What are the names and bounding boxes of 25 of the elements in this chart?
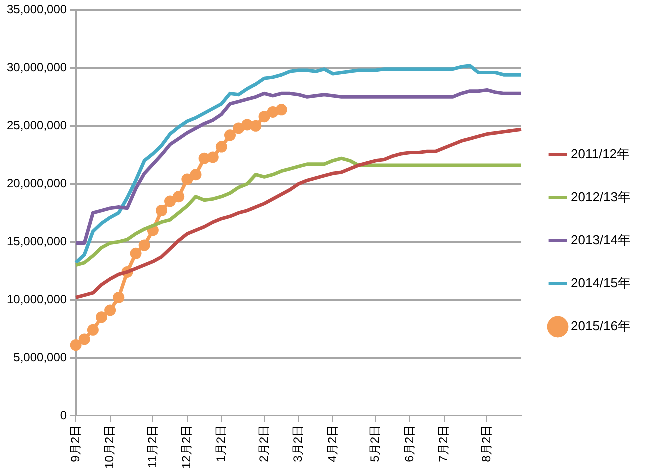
- x-tick-label: 6月2日: [402, 424, 416, 462]
- x-tick-label: 3月2日: [291, 424, 306, 462]
- legend-label: 2013/14年: [571, 232, 632, 248]
- y-tick-label: 20,000,000: [6, 176, 68, 190]
- x-tick-label: 7月2日: [436, 424, 451, 462]
- legend-label: 2014/15年: [571, 276, 632, 291]
- x-tick-label: 11月2日: [145, 424, 160, 468]
- y-tick-label: 0: [60, 408, 68, 422]
- legend-label: 2015/16年: [571, 318, 632, 334]
- legend-label: 2011/12年: [571, 146, 630, 162]
- legend-label: 2012/13年: [571, 190, 632, 205]
- y-tick-label: 5,000,000: [14, 350, 68, 364]
- y-tick-label: 30,000,000: [6, 60, 68, 74]
- x-tick-label: 9月2日: [68, 424, 82, 462]
- y-tick-label: 35,000,000: [6, 2, 68, 17]
- y-tick-label: 10,000,000: [6, 292, 68, 306]
- x-tick-label: 8月2日: [480, 424, 494, 462]
- x-tick-label: 4月2日: [325, 424, 340, 462]
- y-tick-label: 25,000,000: [6, 118, 68, 132]
- x-tick-label: 12月2日: [180, 424, 194, 470]
- x-tick-label: 10月2日: [102, 424, 117, 470]
- x-tick-label: 5月2日: [368, 424, 382, 462]
- y-tick-label: 15,000,000: [6, 234, 68, 248]
- x-tick-label: 2月2日: [256, 424, 271, 462]
- x-tick-label: 1月2日: [214, 424, 228, 462]
